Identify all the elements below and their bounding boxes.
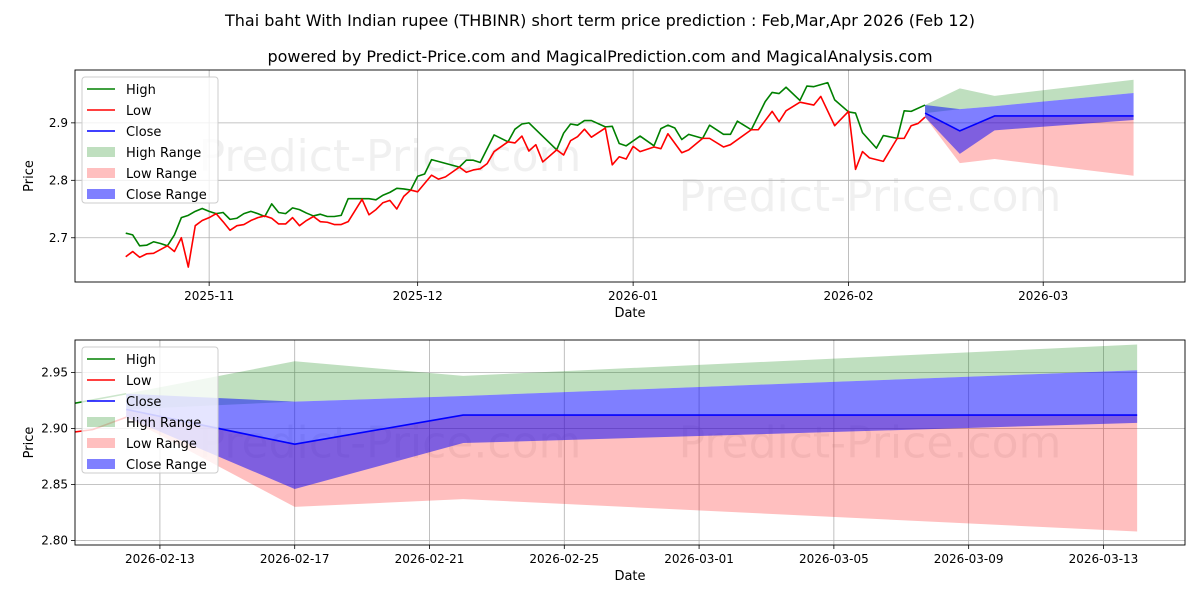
legend-label: Close Range bbox=[126, 188, 207, 203]
y-tick-label: 2.9 bbox=[49, 116, 68, 130]
legend-label: Close bbox=[126, 395, 161, 410]
legend-box bbox=[81, 76, 219, 204]
plot-area bbox=[75, 344, 1138, 532]
x-tick-label: 2025-12 bbox=[393, 289, 443, 303]
top-chart: Predict-Price.comPredict-Price.com2025-1… bbox=[22, 69, 1186, 321]
high-range-band bbox=[126, 344, 1138, 410]
legend-swatch bbox=[87, 459, 115, 469]
x-tick-label: 2026-02 bbox=[824, 289, 874, 303]
legend: High Low Close High Range Low Range Close Ran… bbox=[81, 76, 219, 204]
x-tick-label: 2026-02-17 bbox=[260, 552, 330, 566]
bottom-chart: Predict-Price.comPredict-Price.com2026-0… bbox=[22, 339, 1186, 584]
legend: High Low Close High Range Low Range Close Ran… bbox=[81, 346, 219, 474]
legend-swatch bbox=[87, 417, 115, 427]
legend-label: Close Range bbox=[126, 458, 207, 473]
chart-subtitle: powered by Predict-Price.com and Magical… bbox=[267, 47, 932, 66]
legend-label: High Range bbox=[126, 146, 201, 161]
legend-swatch bbox=[87, 168, 115, 178]
x-tick-label: 2026-03-05 bbox=[799, 552, 869, 566]
axes-frame bbox=[74, 69, 1186, 283]
x-tick-label: 2026-02-25 bbox=[529, 552, 599, 566]
x-axis-label: Date bbox=[614, 306, 645, 321]
legend-label: Low bbox=[126, 374, 152, 389]
legend-swatch bbox=[87, 189, 115, 199]
legend-label: High bbox=[126, 353, 156, 368]
high-range-band bbox=[925, 79, 1134, 114]
y-axis-label: Price bbox=[22, 427, 37, 459]
close-range-band bbox=[126, 370, 1138, 489]
chart-title: Thai baht With Indian rupee (THBINR) sho… bbox=[224, 11, 975, 30]
x-tick-label: 2026-03-13 bbox=[1069, 552, 1139, 566]
x-tick-label: 2026-02-21 bbox=[395, 552, 465, 566]
y-tick-label: 2.7 bbox=[49, 231, 68, 245]
y-axis-label: Price bbox=[22, 160, 37, 192]
x-tick-label: 2026-03-09 bbox=[934, 552, 1004, 566]
x-tick-label: 2026-03-01 bbox=[664, 552, 734, 566]
legend-label: High bbox=[126, 83, 156, 98]
x-tick-label: 2025-11 bbox=[184, 289, 234, 303]
low-line bbox=[125, 95, 926, 268]
x-tick-label: 2026-02-13 bbox=[125, 552, 195, 566]
axes-frame bbox=[74, 339, 1186, 546]
x-tick-label: 2026-03 bbox=[1018, 289, 1068, 303]
legend-box bbox=[81, 346, 219, 474]
y-tick-label: 2.80 bbox=[41, 534, 68, 548]
legend-label: Low Range bbox=[126, 167, 197, 182]
x-tick-label: 2026-01 bbox=[608, 289, 658, 303]
y-tick-label: 2.85 bbox=[41, 478, 68, 492]
close-line bbox=[924, 112, 1134, 132]
high-line bbox=[125, 81, 926, 247]
legend-label: Low Range bbox=[126, 437, 197, 452]
close-range-band bbox=[925, 92, 1134, 154]
legend-label: High Range bbox=[126, 416, 201, 431]
y-tick-label: 2.95 bbox=[41, 365, 68, 379]
legend-swatch bbox=[87, 147, 115, 157]
y-tick-label: 2.90 bbox=[41, 421, 68, 435]
y-tick-label: 2.8 bbox=[49, 173, 68, 187]
x-axis-label: Date bbox=[614, 569, 645, 584]
legend-swatch bbox=[87, 438, 115, 448]
legend-label: Low bbox=[126, 104, 152, 119]
legend-label: Close bbox=[126, 125, 161, 140]
watermark: Predict-Price.com bbox=[679, 171, 1062, 222]
plot-area bbox=[125, 79, 1134, 268]
